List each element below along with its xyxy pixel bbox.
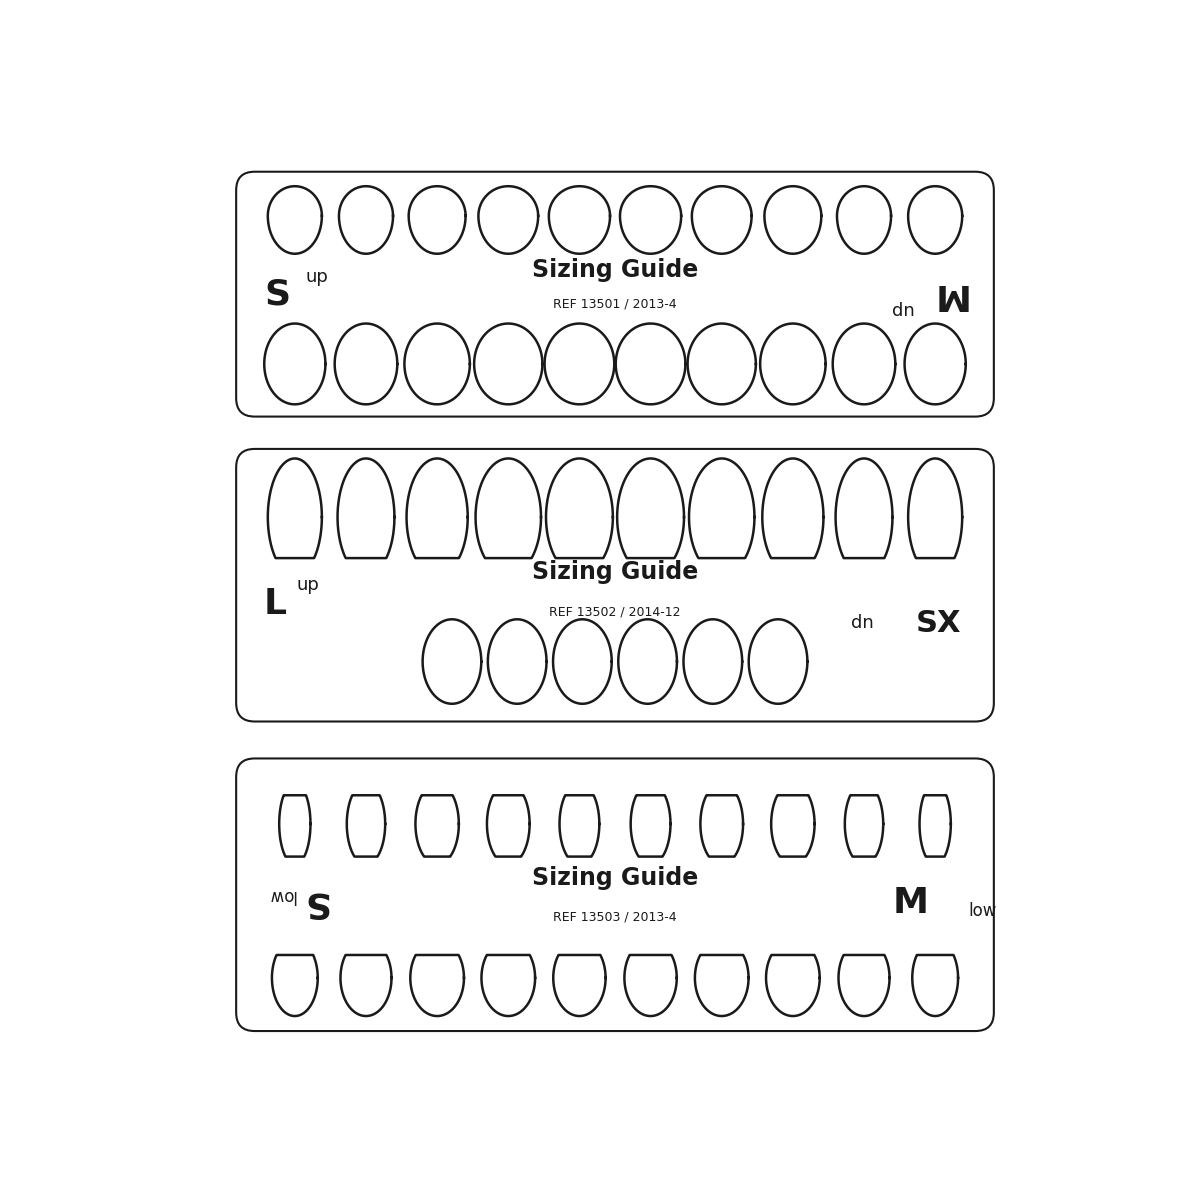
Text: SX: SX (916, 608, 961, 638)
Text: up: up (306, 268, 329, 286)
Text: low: low (266, 886, 295, 904)
Text: Sizing Guide: Sizing Guide (532, 866, 698, 890)
Text: dn: dn (851, 614, 874, 632)
Text: dn: dn (892, 302, 914, 320)
Text: low: low (968, 902, 996, 920)
FancyBboxPatch shape (236, 172, 994, 416)
Text: Sizing Guide: Sizing Guide (532, 559, 698, 583)
Text: L: L (264, 587, 287, 622)
Text: REF 13503 / 2013-4: REF 13503 / 2013-4 (553, 910, 677, 923)
FancyBboxPatch shape (236, 758, 994, 1031)
Text: S: S (264, 277, 290, 311)
Text: S: S (301, 886, 328, 920)
Text: M: M (930, 277, 966, 311)
Text: up: up (296, 576, 319, 594)
FancyBboxPatch shape (236, 449, 994, 721)
Text: REF 13501 / 2013-4: REF 13501 / 2013-4 (553, 298, 677, 311)
Text: Sizing Guide: Sizing Guide (532, 258, 698, 282)
Text: M: M (893, 886, 929, 920)
Text: REF 13502 / 2014-12: REF 13502 / 2014-12 (550, 606, 680, 619)
